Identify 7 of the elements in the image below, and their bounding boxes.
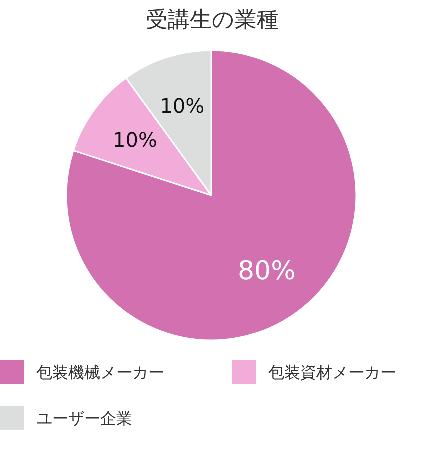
legend-label: ユーザー企業	[36, 409, 132, 428]
chart-title: 受講生の業種	[146, 8, 279, 33]
data-label: 80%	[238, 256, 296, 287]
legend-label: 包装機械メーカー	[36, 363, 164, 382]
data-label: 10%	[113, 128, 158, 152]
legend-label: 包装資材メーカー	[268, 363, 396, 382]
data-label: 10%	[160, 94, 205, 118]
